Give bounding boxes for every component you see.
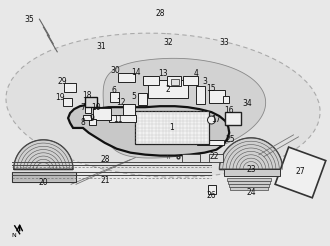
Bar xyxy=(110,92,118,102)
Bar xyxy=(138,93,147,105)
Text: 4: 4 xyxy=(193,69,198,78)
Bar xyxy=(225,112,241,125)
Text: 13: 13 xyxy=(158,69,168,78)
Text: 14: 14 xyxy=(132,68,141,77)
Bar xyxy=(229,184,269,187)
Polygon shape xyxy=(14,140,73,169)
Bar xyxy=(183,76,198,85)
Text: 12: 12 xyxy=(116,98,125,107)
Bar xyxy=(224,169,280,176)
Text: 1: 1 xyxy=(170,123,174,132)
Bar xyxy=(223,96,229,103)
Bar xyxy=(143,76,159,85)
Ellipse shape xyxy=(6,33,320,177)
Text: 11: 11 xyxy=(113,115,122,123)
Bar xyxy=(208,185,216,194)
Polygon shape xyxy=(68,105,229,156)
Bar xyxy=(85,107,91,113)
Polygon shape xyxy=(219,138,283,169)
Text: 21: 21 xyxy=(101,176,111,185)
Text: 20: 20 xyxy=(39,178,48,187)
Text: 25: 25 xyxy=(225,135,235,144)
Text: 19: 19 xyxy=(55,93,65,102)
Bar xyxy=(228,181,270,184)
Bar xyxy=(89,119,96,125)
Polygon shape xyxy=(103,58,266,158)
Bar xyxy=(210,154,223,162)
Bar xyxy=(197,140,224,145)
Text: 17: 17 xyxy=(212,115,221,123)
Text: 23: 23 xyxy=(246,165,256,174)
Text: 31: 31 xyxy=(96,42,106,51)
Bar xyxy=(182,154,200,162)
Bar xyxy=(109,115,136,122)
Text: 6: 6 xyxy=(111,86,116,95)
Text: 27: 27 xyxy=(296,167,305,176)
Bar xyxy=(135,111,210,144)
Circle shape xyxy=(208,116,215,124)
Text: 2: 2 xyxy=(166,85,170,94)
Text: 5: 5 xyxy=(131,92,136,101)
Text: 24: 24 xyxy=(246,188,256,197)
Bar xyxy=(64,83,76,92)
Text: N: N xyxy=(11,233,16,238)
Text: 16: 16 xyxy=(224,106,234,115)
Text: 28: 28 xyxy=(155,9,165,18)
Bar xyxy=(227,178,271,181)
Bar xyxy=(148,80,188,98)
Text: 28: 28 xyxy=(101,155,111,164)
Text: 26: 26 xyxy=(207,191,216,200)
Bar xyxy=(210,90,225,103)
Text: 15: 15 xyxy=(207,84,216,93)
Bar xyxy=(83,115,91,120)
Text: 33: 33 xyxy=(219,38,229,47)
Bar xyxy=(93,108,111,120)
Bar xyxy=(12,172,76,182)
Text: 10: 10 xyxy=(91,103,101,112)
Bar xyxy=(123,104,135,116)
Text: h: h xyxy=(166,155,170,160)
Bar xyxy=(63,98,72,106)
Text: 8: 8 xyxy=(81,118,85,126)
Text: 29: 29 xyxy=(57,77,67,86)
Bar xyxy=(196,86,205,104)
Bar xyxy=(171,78,179,85)
Bar xyxy=(167,76,181,86)
Text: 32: 32 xyxy=(163,38,173,47)
Text: 18: 18 xyxy=(82,91,92,100)
Bar xyxy=(275,147,326,198)
Bar xyxy=(85,97,97,107)
Text: 34: 34 xyxy=(242,99,252,108)
Text: 30: 30 xyxy=(111,66,120,75)
Text: 3: 3 xyxy=(202,77,207,86)
Text: 22: 22 xyxy=(210,152,219,161)
Text: 9: 9 xyxy=(89,114,94,123)
Text: 7: 7 xyxy=(81,103,85,112)
Bar xyxy=(230,187,268,190)
Bar xyxy=(117,73,135,82)
Text: 35: 35 xyxy=(25,15,34,24)
